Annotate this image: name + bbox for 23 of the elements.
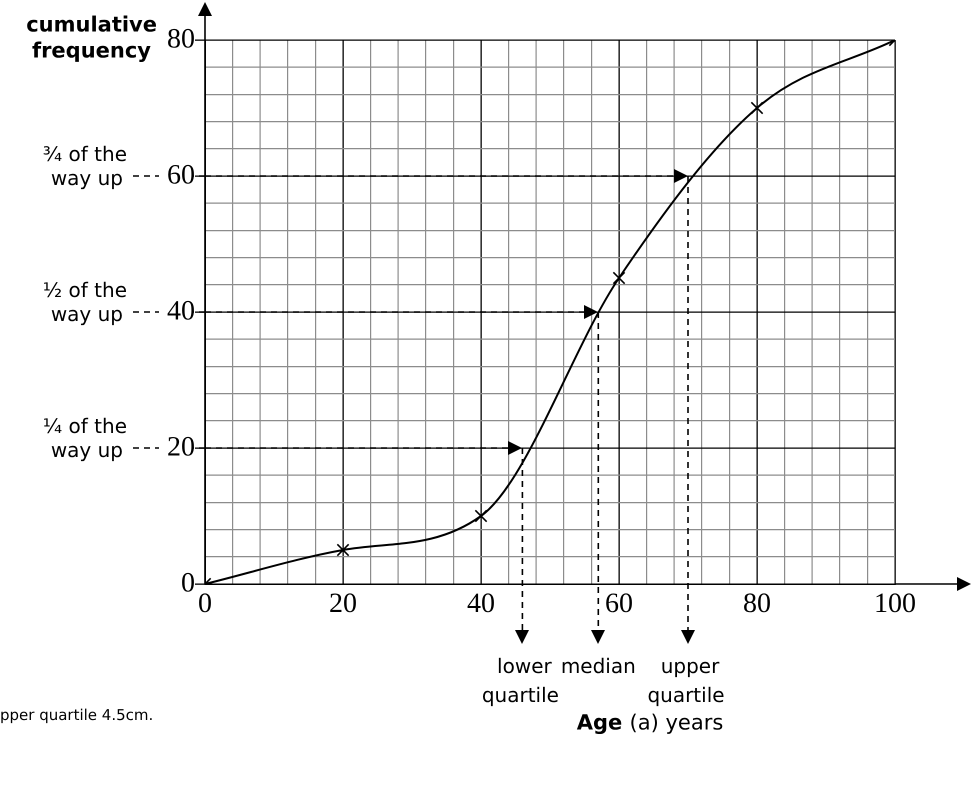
text: pper quartile 4.5cm. (0, 706, 154, 724)
y-tick-label: 0 (181, 567, 195, 598)
point (750, 102, 764, 114)
ref-line-label: ¼ of the way up (42, 414, 127, 462)
point (474, 510, 488, 522)
point (336, 544, 350, 556)
ref-line-label: ¾ of the way up (42, 142, 127, 190)
x-tick-label: 20 (329, 588, 357, 620)
x-tick-label: 100 (874, 588, 916, 620)
ref-line-label: upper quartile (647, 654, 725, 708)
y-tick-label: 40 (167, 295, 195, 326)
x-axis-title: Age (a) years (576, 710, 724, 734)
x-tick-label: 60 (605, 588, 633, 620)
y-tick-label: 60 (167, 159, 195, 190)
ref-line-label: lower quartile (482, 654, 559, 708)
y-tick-label: 80 (167, 23, 195, 54)
x-tick-label: 80 (743, 588, 771, 620)
point (612, 272, 626, 284)
ref-line-label: ½ of the way up (42, 278, 127, 326)
y-axis-title: cumulative frequency (26, 12, 157, 62)
y-tick-label: 20 (167, 431, 195, 462)
x-tick-label: 40 (467, 588, 495, 620)
ref-line-label: median (560, 654, 636, 678)
